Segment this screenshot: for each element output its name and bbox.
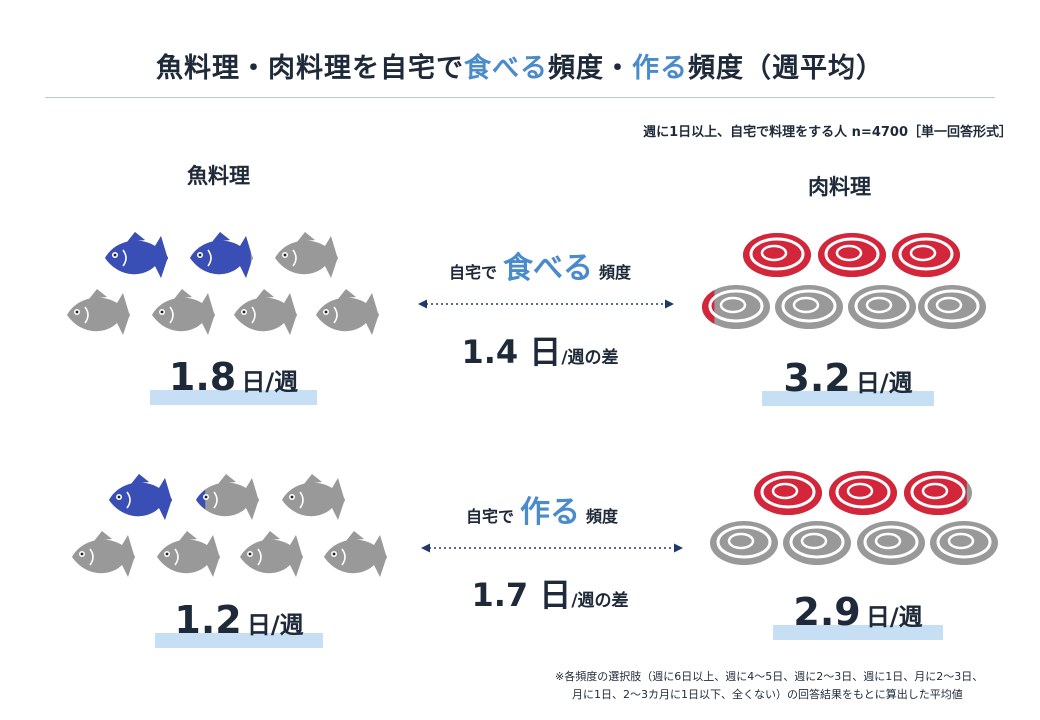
fish-icon [184, 468, 270, 524]
meat-cook-value: 2.9 日/週 [773, 580, 943, 640]
fish-eat-number: 1.8 [168, 355, 237, 399]
fish-icon [270, 468, 356, 524]
cook-diff-unit: /週の差 [571, 591, 629, 611]
meat-icon [846, 282, 918, 332]
eat-label-pre: 自宅で [448, 263, 497, 282]
meat-icon [700, 282, 772, 332]
fish-icon [263, 226, 349, 282]
value-highlight-bar [155, 633, 323, 648]
title-part1: 魚料理・肉料理を自宅で [156, 53, 464, 84]
meat-eat-number: 3.2 [783, 356, 851, 400]
page-title: 魚料理・肉料理を自宅で食べる頻度・作る頻度（週平均） [0, 46, 1040, 85]
title-part3: 頻度（週平均） [688, 53, 884, 84]
fish-eat-unit: 日/週 [241, 368, 299, 396]
meat-icon [741, 230, 813, 280]
footnote-line1: ※各頻度の選択肢（週に6日以上、週に4～5日、週に2～3日、週に1日、月に2～3… [555, 670, 984, 683]
cook-label-post: 頻度 [586, 507, 619, 526]
fish-cook-value: 1.2 日/週 [155, 588, 323, 648]
meat-eat-value: 3.2 日/週 [762, 346, 934, 406]
footnote-line2: 月に1日、2～3カ月に1日以下、全くない）の回答結果をもとに算出した平均値 [572, 688, 963, 701]
fish-icon [178, 226, 264, 282]
meat-icon [781, 518, 853, 568]
eat-diff-unit: /週の差 [561, 348, 619, 368]
meat-eat-unit: 日/週 [855, 369, 913, 397]
meat-icon [708, 518, 780, 568]
fish-icon [145, 525, 231, 581]
fish-cook-unit: 日/週 [246, 611, 304, 639]
eat-diff-arrow [418, 299, 674, 309]
meat-icon [902, 468, 974, 518]
eat-diff: 1.4 日/週の差 [400, 327, 680, 373]
meat-icon [773, 282, 845, 332]
title-divider [45, 97, 995, 98]
fish-icon [312, 525, 398, 581]
meat-icon [916, 282, 988, 332]
cook-diff-arrow [421, 543, 683, 553]
eat-diff-number: 1.4 日 [461, 333, 562, 371]
fish-icon [97, 468, 183, 524]
title-part2: 頻度・ [548, 53, 632, 84]
fish-icon [228, 525, 314, 581]
fish-icon [60, 525, 146, 581]
meat-icon [752, 468, 824, 518]
meat-icon [890, 230, 962, 280]
fish-heading: 魚料理 [187, 164, 250, 188]
title-cook: 作る [632, 53, 688, 84]
fish-icon [140, 283, 226, 339]
meat-icon [816, 230, 888, 280]
cook-diff: 1.7 日/週の差 [410, 570, 690, 616]
fish-icon [93, 226, 179, 282]
meat-cook-number: 2.9 [793, 590, 861, 634]
meat-icon [855, 518, 927, 568]
fish-icon [55, 283, 141, 339]
value-highlight-bar [150, 390, 317, 405]
eat-label-main: 食べる [503, 251, 593, 286]
eat-label-post: 頻度 [599, 263, 632, 282]
fish-icon [304, 283, 390, 339]
value-highlight-bar [762, 391, 934, 406]
cook-label-main: 作る [520, 495, 580, 530]
meat-icon [827, 468, 899, 518]
meat-heading: 肉料理 [808, 175, 871, 199]
fish-icon [222, 283, 308, 339]
survey-note: 週に1日以上、自宅で料理をする人 n=4700［単一回答形式］ [643, 125, 1012, 140]
value-highlight-bar [773, 625, 943, 640]
eat-frequency-label: 自宅で 食べる 頻度 [390, 243, 690, 287]
cook-label-pre: 自宅で [465, 507, 514, 526]
fish-eat-value: 1.8 日/週 [150, 345, 317, 405]
meat-cook-unit: 日/週 [865, 603, 923, 631]
meat-icon [928, 518, 1000, 568]
title-eat: 食べる [464, 53, 548, 84]
cook-frequency-label: 自宅で 作る 頻度 [392, 487, 692, 531]
fish-cook-number: 1.2 [174, 598, 242, 642]
cook-diff-number: 1.7 日 [471, 576, 572, 614]
